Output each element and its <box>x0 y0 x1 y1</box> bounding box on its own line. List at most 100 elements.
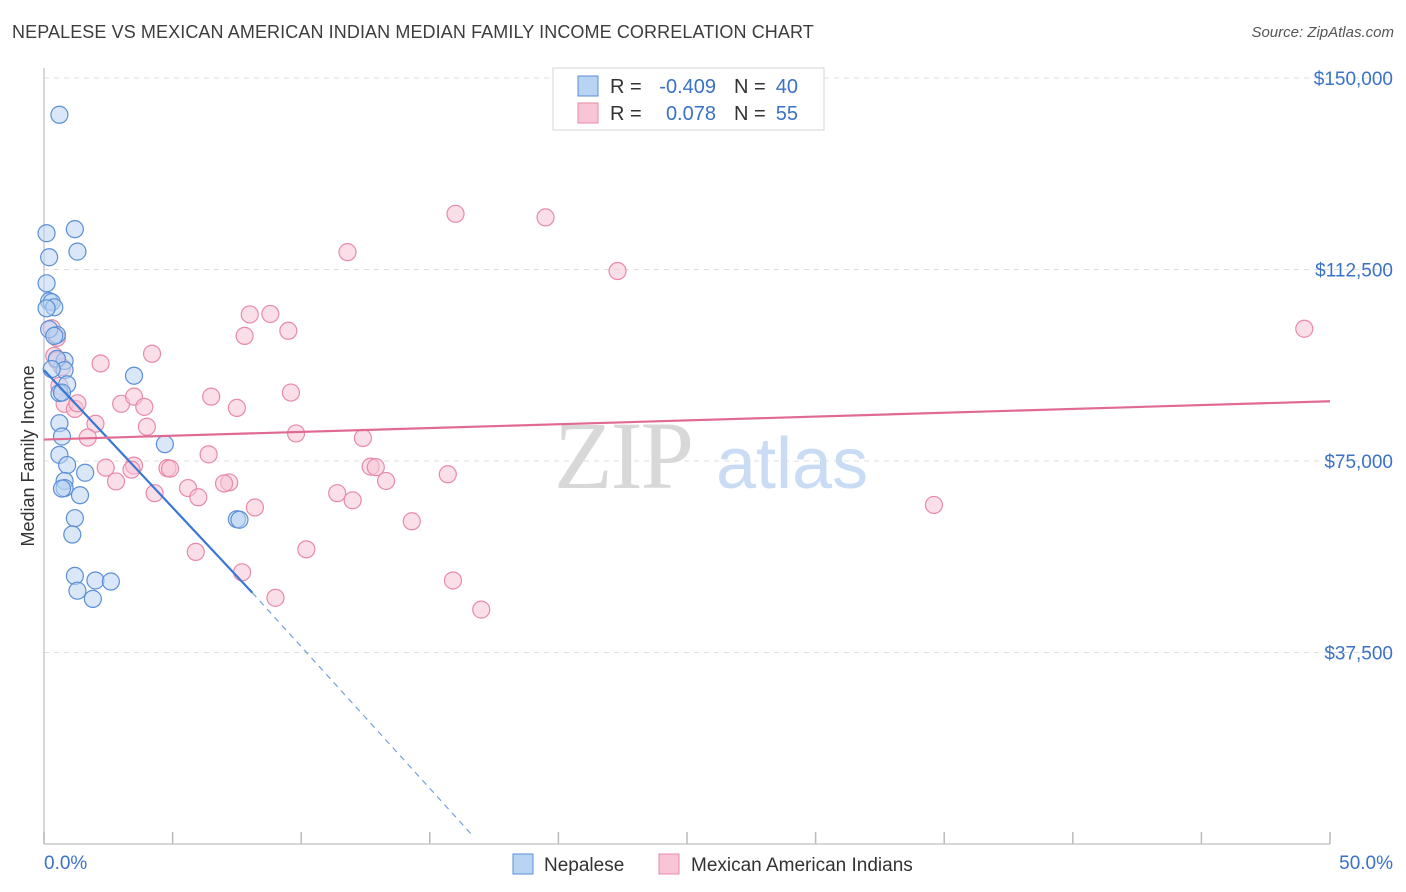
nepalese-point <box>65 566 84 586</box>
legend-r-value-2: 0.078 <box>666 103 716 125</box>
mexican-american-indians-point <box>443 571 463 590</box>
mexican-american-indians-point <box>91 354 110 373</box>
nepalese-point <box>37 224 56 243</box>
nepalese-point <box>68 581 87 600</box>
bottom-legend-label-mexican-american-indians: Mexican American Indians <box>691 855 913 876</box>
mexican-american-indians-point <box>199 445 218 464</box>
legend-n-label-2: N = <box>734 103 766 125</box>
watermark-atlas: atlas <box>716 424 868 504</box>
mexican-american-indians-point <box>366 458 385 477</box>
nepalese-point <box>83 589 102 608</box>
mexican-american-indians-point <box>1295 319 1314 338</box>
nepalese-point <box>68 242 87 261</box>
nepalese-point <box>86 571 105 590</box>
nepalese-point <box>58 455 77 475</box>
legend-swatch-mexican-american-indians <box>577 102 599 124</box>
legend-n-value-2: 55 <box>776 103 798 125</box>
mexican-american-indians-point <box>472 600 491 619</box>
y-tick-label: $75,000 <box>1324 452 1393 473</box>
mexican-american-indians-point <box>122 460 141 479</box>
bottom-legend: Nepalese Mexican American Indians <box>512 853 913 876</box>
legend-r-label-2: R = <box>610 103 642 125</box>
y-axis-title: Median Family Income <box>18 365 38 546</box>
nepalese-point <box>70 486 90 505</box>
nepalese-point <box>230 510 249 529</box>
source-label: Source: ZipAtlas.com <box>1251 24 1394 41</box>
mexican-american-indians-point <box>281 383 301 402</box>
mexican-american-indians-point <box>137 417 156 436</box>
mexican-american-indians-point <box>214 474 234 493</box>
nepalese-point <box>52 427 72 446</box>
y-tick-label: $112,500 <box>1315 261 1393 282</box>
mexican-american-indians-point <box>240 305 259 324</box>
correlation-legend: R = -0.409 N = 40 R = 0.078 N = 55 <box>552 67 825 131</box>
mexican-american-indians-point <box>402 512 421 531</box>
nepalese-point <box>40 248 59 267</box>
legend-swatch-nepalese <box>577 75 599 97</box>
trend-lines <box>43 369 1331 835</box>
watermark-zip: ZIP <box>554 402 692 509</box>
bottom-legend-swatch-nepalese <box>512 853 534 875</box>
mexican-american-indians-point <box>279 321 298 340</box>
mexican-american-indians-point <box>96 458 115 477</box>
grid-lines <box>44 77 1393 653</box>
y-tick-label: $150,000 <box>1314 69 1393 90</box>
mexican-american-indians-point <box>536 208 555 227</box>
mexican-american-indians-point <box>297 540 316 559</box>
mexican-american-indians-point <box>328 484 347 503</box>
nepalese-point <box>76 463 95 482</box>
mexican-american-indians-point <box>266 588 285 607</box>
nepalese-point <box>65 220 84 239</box>
y-axis-tick-labels: $37,500 $75,000 $112,500 $150,000 <box>1314 69 1393 665</box>
mexican-american-indians-point <box>235 326 254 345</box>
mexican-american-indians-trend-line <box>43 400 1331 441</box>
mexican-american-indians-point <box>286 424 306 443</box>
mexican-american-indians-point <box>353 428 373 448</box>
x-tick-label-min: 0.0% <box>44 853 87 874</box>
nepalese-point <box>101 572 120 591</box>
mexican-american-indians-point <box>245 498 265 517</box>
nepalese-point <box>37 299 56 318</box>
nepalese-point <box>45 326 64 345</box>
legend-r-label-1: R = <box>610 76 642 98</box>
mexican-american-indians-point <box>68 394 87 413</box>
mexican-american-indians-point <box>232 563 252 582</box>
nepalese-point <box>50 105 69 124</box>
bottom-legend-swatch-mexican-american-indians <box>658 853 680 875</box>
mexican-american-indians-point <box>145 484 164 503</box>
nepalese-trend-line <box>43 369 254 594</box>
mexican-american-indians-point <box>189 488 208 507</box>
legend-r-value-1: -0.409 <box>659 76 716 98</box>
bottom-legend-label-nepalese: Nepalese <box>544 855 624 876</box>
mexican-american-indians-point <box>186 542 205 561</box>
chart-title: NEPALESE VS MEXICAN AMERICAN INDIAN MEDI… <box>12 22 814 42</box>
x-tick-label-max: 50.0% <box>1339 853 1393 874</box>
mexican-american-indians-point <box>160 459 180 478</box>
mexican-american-indians-point <box>438 465 457 484</box>
nepalese-point <box>155 435 174 454</box>
nepalese-point <box>52 383 72 402</box>
mexican-american-indians-point <box>924 495 944 515</box>
legend-n-label-1: N = <box>734 76 766 98</box>
mexican-american-indians-point <box>343 491 362 510</box>
mexican-american-indians-point <box>227 398 246 417</box>
nepalese-point <box>65 509 84 528</box>
mexican-american-indians-point <box>376 471 396 491</box>
mexican-american-indians-point <box>338 243 357 262</box>
y-tick-label: $37,500 <box>1324 644 1393 665</box>
nepalese-point <box>52 479 72 498</box>
nepalese-points <box>37 105 249 608</box>
mexican-american-indians-point <box>135 397 154 416</box>
nepalese-point <box>124 366 144 385</box>
watermark: ZIP atlas <box>554 402 868 509</box>
nepalese-trend-extension <box>251 592 472 835</box>
mexican-american-indians-point <box>261 304 280 324</box>
mexican-american-indians-point <box>202 387 221 406</box>
x-axis-ticks <box>43 832 1331 844</box>
mexican-american-indians-point <box>142 344 162 363</box>
mexican-american-indians-point <box>608 261 627 281</box>
mexican-american-indians-point <box>106 472 126 491</box>
nepalese-point <box>63 525 82 544</box>
nepalese-point <box>37 274 56 293</box>
